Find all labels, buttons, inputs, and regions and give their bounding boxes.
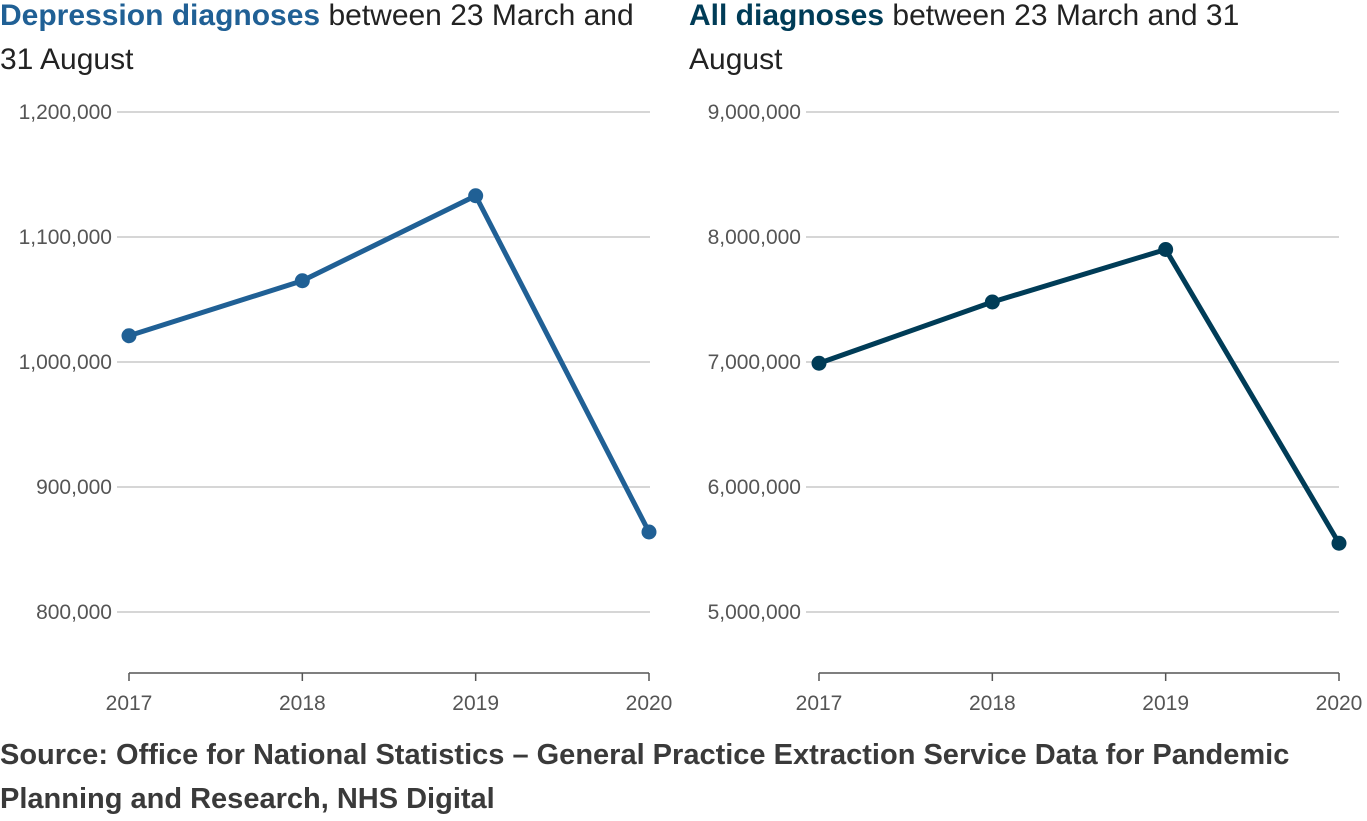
all-y-tick-label: 9,000,000 — [708, 101, 801, 124]
depression-y-tick-label: 900,000 — [36, 476, 112, 499]
all-x-tick-label: 2018 — [969, 692, 1016, 715]
all-data-point — [811, 355, 827, 371]
depression-data-point — [468, 188, 484, 204]
chart-title-all-bold: All diagnoses — [689, 0, 885, 32]
chart-title-all: All diagnoses between 23 March and 31 Au… — [689, 0, 1329, 82]
depression-data-point — [641, 524, 657, 540]
depression-x-tick-label: 2017 — [106, 692, 153, 715]
all-data-point — [1331, 535, 1347, 551]
depression-y-tick-label: 1,200,000 — [19, 101, 112, 124]
depression-y-tick-label: 1,000,000 — [19, 351, 112, 374]
all-data-point — [984, 294, 1000, 310]
chart-title-depression: Depression diagnoses between 23 March an… — [0, 0, 650, 82]
all-y-tick-label: 7,000,000 — [708, 351, 801, 374]
depression-data-point — [121, 328, 137, 344]
depression-y-tick-label: 800,000 — [36, 601, 112, 624]
depression-x-tick-label: 2020 — [626, 692, 673, 715]
depression-x-tick-label: 2019 — [452, 692, 499, 715]
chart-title-all-rest: between 23 March and 31 August — [689, 0, 1240, 76]
depression-y-tick-label: 1,100,000 — [19, 226, 112, 249]
all-y-tick-label: 5,000,000 — [708, 601, 801, 624]
all-y-tick-label: 8,000,000 — [708, 226, 801, 249]
depression-x-tick-label: 2018 — [279, 692, 326, 715]
all-y-tick-label: 6,000,000 — [708, 476, 801, 499]
charts-area: 800,000 900,000 1,000,000 1,100,000 1,200,00… — [19, 101, 1363, 715]
all-x-tick-label: 2019 — [1142, 692, 1189, 715]
source-note: Source: Office for National Statistics –… — [0, 739, 1290, 815]
all-data-point — [1158, 242, 1174, 257]
depression-data-point — [294, 273, 310, 289]
all-series-line — [816, 247, 1342, 546]
all-x-tick-label: 2020 — [1316, 692, 1363, 715]
chart-title-depression-bold: Depression diagnoses — [0, 0, 321, 32]
chart-title-depression-rest: between 23 March and 31 August — [0, 0, 634, 76]
all-x-tick-label: 2017 — [796, 692, 843, 715]
depression-series-line — [126, 193, 652, 535]
